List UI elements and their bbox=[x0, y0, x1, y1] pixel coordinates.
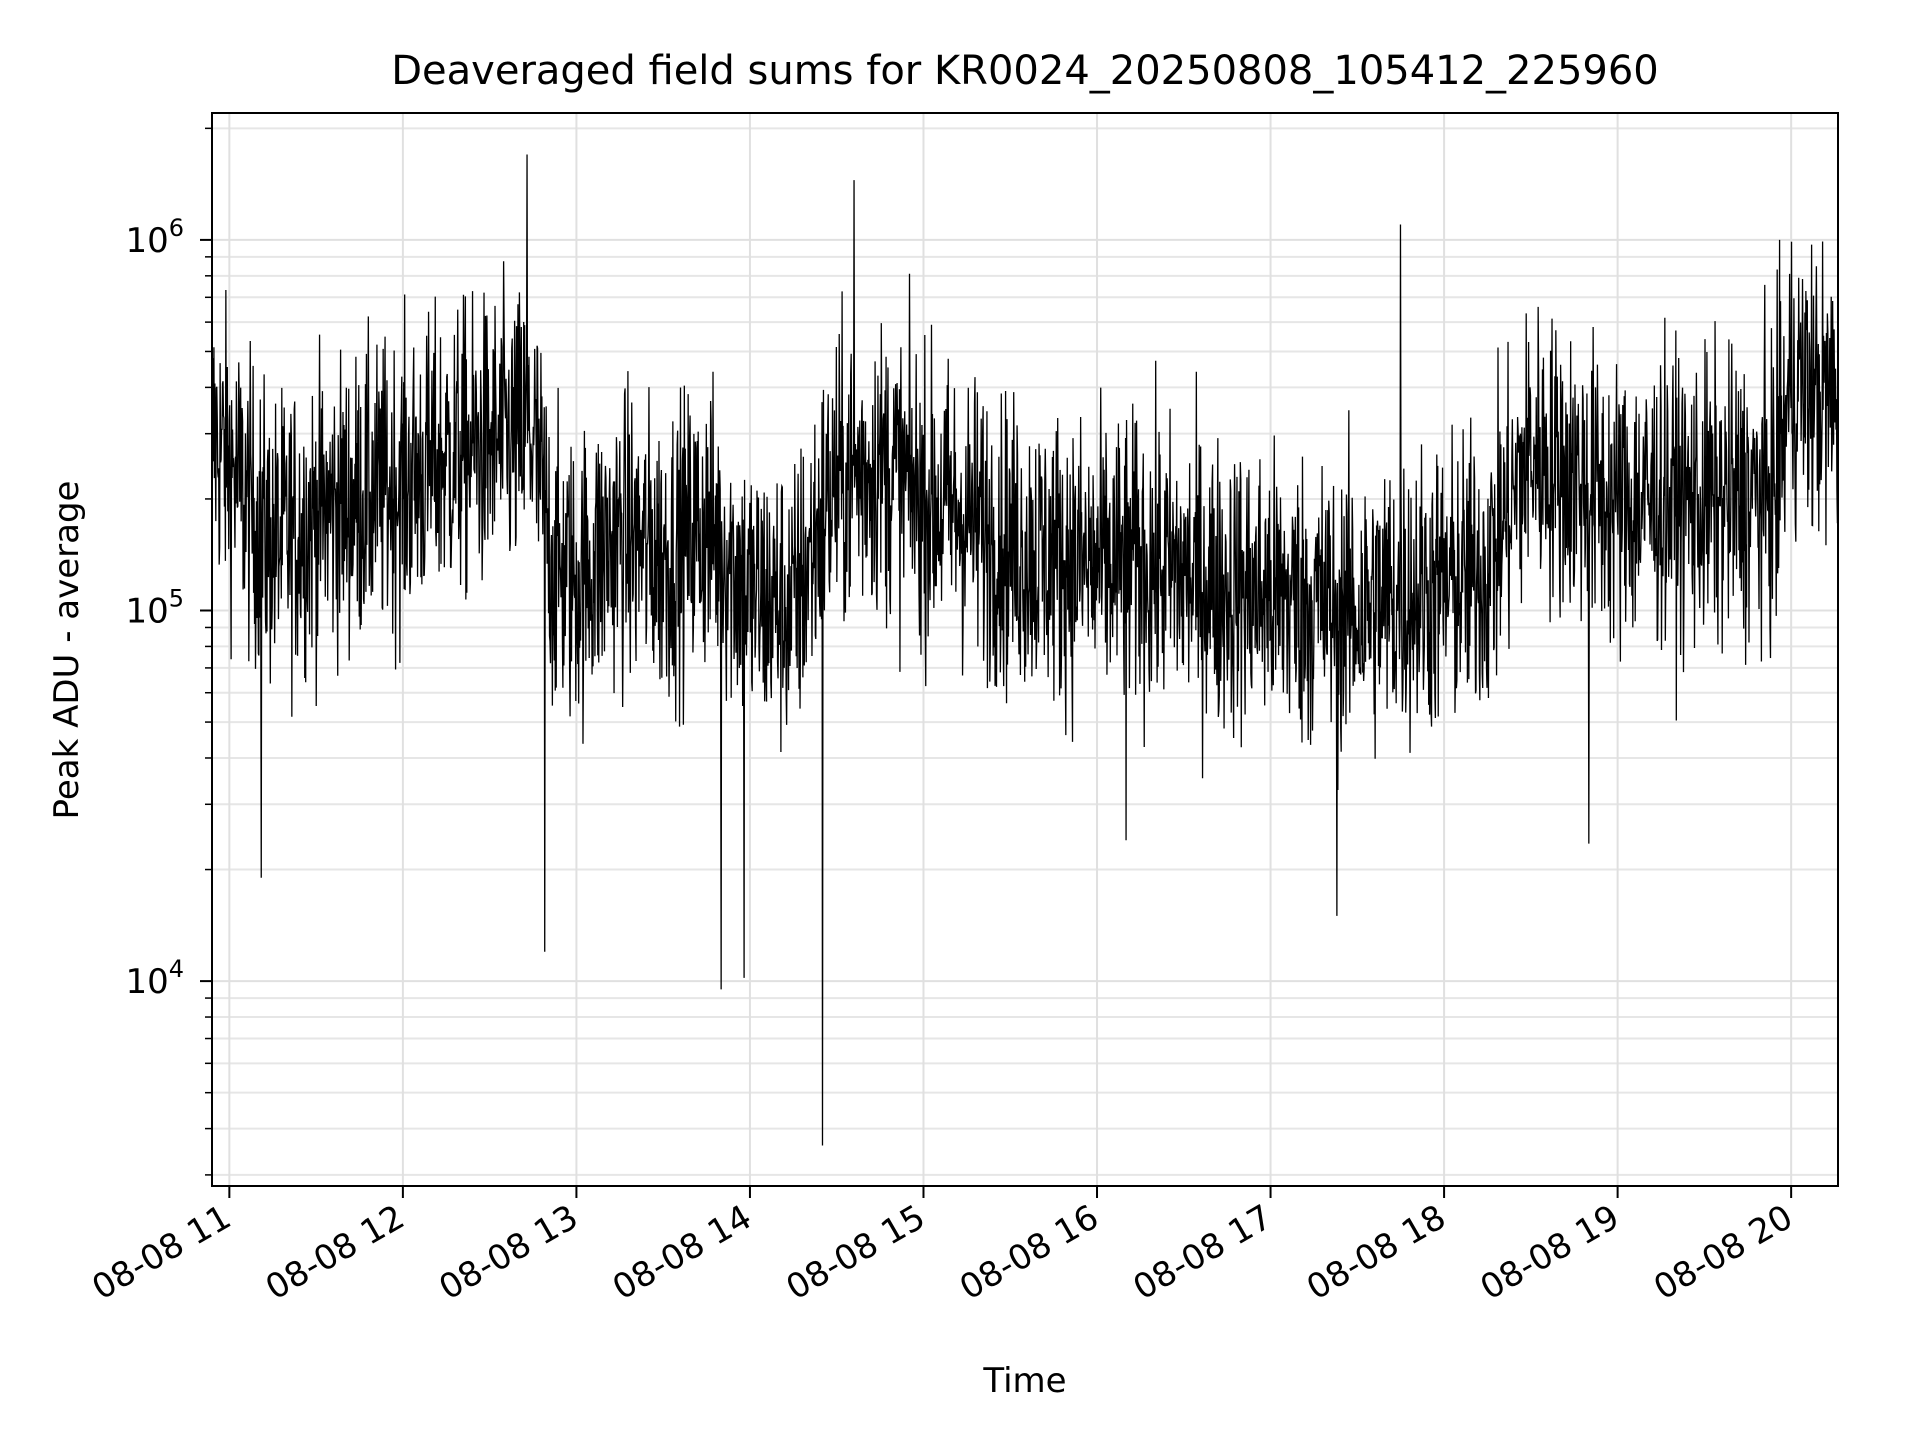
y-tick-label: 104 bbox=[125, 955, 184, 1002]
chart-title: Deaveraged field sums for KR0024_2025080… bbox=[391, 48, 1659, 94]
x-axis-label: Time bbox=[982, 1361, 1066, 1401]
y-axis-label: Peak ADU - average bbox=[47, 481, 87, 820]
plot-frame bbox=[211, 112, 1839, 1187]
y-tick-label: 105 bbox=[125, 585, 184, 632]
data-series-line bbox=[212, 154, 1838, 1146]
y-tick-label: 106 bbox=[125, 214, 184, 261]
